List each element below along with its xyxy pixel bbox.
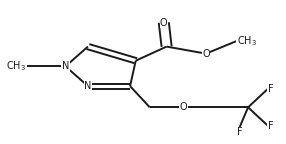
Text: O: O: [180, 102, 187, 112]
Text: N: N: [62, 61, 69, 71]
Text: F: F: [237, 127, 243, 137]
Text: O: O: [202, 49, 210, 59]
Text: O: O: [160, 18, 168, 28]
Text: N: N: [84, 81, 92, 91]
Text: CH$_3$: CH$_3$: [237, 34, 257, 48]
Text: F: F: [268, 84, 273, 94]
Text: CH$_3$: CH$_3$: [6, 59, 26, 73]
Text: F: F: [268, 121, 273, 131]
